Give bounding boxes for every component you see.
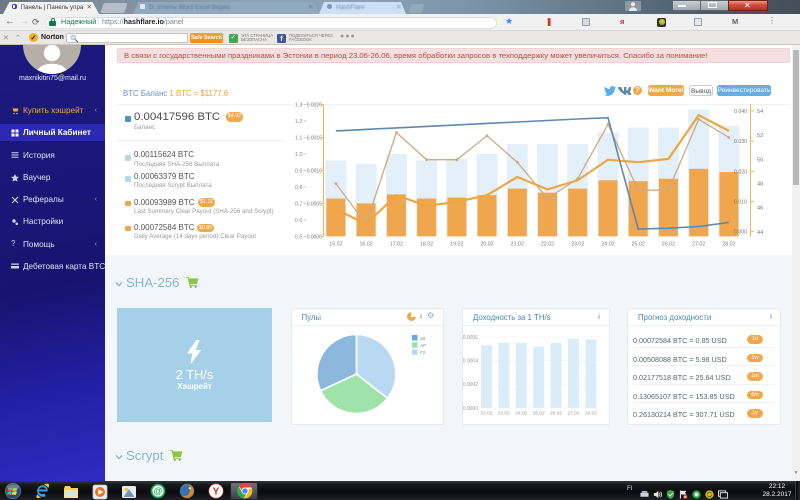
svg-text:26.02: 26.02 — [662, 242, 675, 248]
svg-text:0.010: 0.010 — [734, 200, 747, 206]
svg-text:22.02: 22.02 — [480, 411, 492, 417]
svg-text:24.02: 24.02 — [515, 411, 527, 417]
svg-text:0.6: 0.6 — [295, 218, 303, 224]
svg-text:25.02: 25.02 — [533, 411, 545, 417]
svg-text:0.7: 0.7 — [295, 201, 303, 207]
svg-text:48: 48 — [757, 181, 763, 187]
svg-text:54: 54 — [757, 109, 763, 115]
svg-text:AP: AP — [420, 343, 426, 348]
svg-text:23.02: 23.02 — [498, 411, 510, 417]
svg-text:F2: F2 — [420, 350, 426, 355]
svg-text:0.0020: 0.0020 — [307, 103, 323, 109]
svg-text:0.0010: 0.0010 — [307, 168, 323, 174]
svg-text:0.0000: 0.0000 — [307, 234, 323, 240]
svg-text:@: @ — [153, 486, 162, 496]
svg-text:0.020: 0.020 — [734, 169, 747, 175]
svg-text:18.02: 18.02 — [420, 242, 433, 248]
svg-text:1.2: 1.2 — [295, 119, 303, 125]
svg-text:0.5: 0.5 — [295, 234, 303, 240]
svg-text:0.0006: 0.0006 — [463, 335, 479, 341]
svg-text:0.0004: 0.0004 — [463, 359, 479, 365]
svg-text:22.02: 22.02 — [541, 242, 554, 248]
svg-text:46: 46 — [757, 206, 763, 212]
svg-text:vB: vB — [420, 336, 425, 341]
svg-text:0.0005: 0.0005 — [307, 201, 323, 207]
svg-text:44: 44 — [757, 230, 763, 236]
svg-text:0.0000: 0.0000 — [463, 406, 479, 412]
svg-text:0.8: 0.8 — [295, 185, 303, 191]
svg-text:0.0002: 0.0002 — [463, 382, 479, 388]
svg-text:1.3: 1.3 — [295, 103, 303, 109]
svg-text:0.0015: 0.0015 — [307, 136, 323, 142]
svg-text:15.02: 15.02 — [329, 242, 342, 248]
svg-text:28.02: 28.02 — [722, 242, 735, 248]
svg-text:21.02: 21.02 — [511, 242, 524, 248]
svg-text:25.02: 25.02 — [632, 242, 645, 248]
svg-text:17.02: 17.02 — [390, 242, 403, 248]
svg-text:24.02: 24.02 — [601, 242, 614, 248]
svg-text:19.02: 19.02 — [450, 242, 463, 248]
svg-text:23.02: 23.02 — [571, 242, 584, 248]
svg-text:27.02: 27.02 — [692, 242, 705, 248]
svg-text:20.02: 20.02 — [480, 242, 493, 248]
svg-text:52: 52 — [757, 133, 763, 139]
svg-text:26.02: 26.02 — [550, 411, 562, 417]
svg-text:16.02: 16.02 — [359, 242, 372, 248]
svg-text:0.9: 0.9 — [295, 168, 303, 174]
svg-text:1.1: 1.1 — [295, 136, 303, 142]
svg-text:1.0: 1.0 — [295, 152, 303, 158]
svg-text:0.000: 0.000 — [734, 230, 747, 236]
svg-text:28.02: 28.02 — [585, 411, 597, 417]
svg-text:27.02: 27.02 — [567, 411, 579, 417]
svg-text:50: 50 — [757, 157, 763, 163]
svg-text:0.040: 0.040 — [734, 109, 747, 115]
svg-text:Y: Y — [212, 487, 219, 498]
svg-text:0.030: 0.030 — [734, 139, 747, 145]
